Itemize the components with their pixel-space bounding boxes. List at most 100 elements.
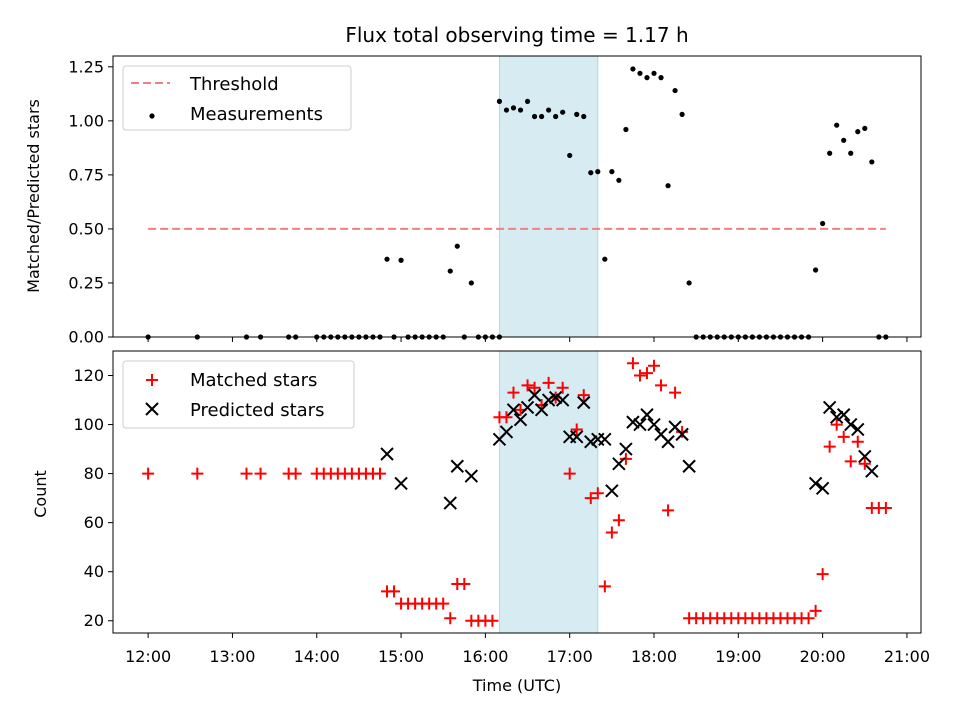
matched-stars-point <box>823 440 836 453</box>
predicted-stars-point <box>865 464 879 478</box>
matched-stars-point <box>388 585 401 598</box>
x-tick-label: 20:00 <box>800 647 846 666</box>
predicted-stars-point <box>675 427 689 442</box>
matched-stars-point <box>556 381 569 394</box>
matched-stars-point <box>633 369 646 382</box>
matched-stars-point <box>240 467 253 480</box>
measurement-point <box>658 75 664 81</box>
predicted-stars-point <box>633 417 647 432</box>
predicted-stars-point <box>619 442 633 456</box>
measurement-point <box>447 268 453 274</box>
predicted-stars-point <box>464 469 479 483</box>
top-legend-box <box>122 65 352 131</box>
top-y-tick-label: 1.00 <box>68 111 104 130</box>
predicted-stars-point <box>605 484 619 498</box>
matched-stars-point <box>570 423 583 436</box>
predicted-stars-point <box>499 425 514 439</box>
matched-stars-point <box>191 467 204 480</box>
measurement-point <box>560 109 566 115</box>
bottom-legend-box <box>122 360 355 429</box>
measurement-point <box>503 107 510 113</box>
predicted-stars-point <box>808 476 823 491</box>
matched-stars-point <box>373 467 386 480</box>
predicted-stars-point <box>577 395 591 410</box>
predicted-stars-point <box>829 410 844 424</box>
measurement-point <box>616 177 622 183</box>
measurement-point <box>581 113 587 120</box>
measurement-point <box>813 267 819 273</box>
legend-matched-label: Matched stars <box>190 370 317 391</box>
bottom-y-tick-label: 80 <box>84 464 104 483</box>
matched-stars-point <box>619 452 632 465</box>
matched-stars-point <box>444 612 457 625</box>
measurement-point <box>630 66 636 72</box>
legend-predicted-swatch <box>145 402 159 416</box>
measurement-point <box>517 107 524 113</box>
measurement-point <box>827 150 833 156</box>
predicted-stars-point <box>647 417 661 432</box>
matched-stars-point <box>802 612 815 625</box>
top-y-tick-label: 1.25 <box>68 57 104 76</box>
matched-stars-point <box>507 386 520 399</box>
bottom-y-tick-label: 40 <box>84 562 104 581</box>
matched-stars-point <box>612 514 625 527</box>
matched-stars-point <box>289 467 302 480</box>
predicted-stars-point <box>640 408 654 422</box>
predicted-stars-point <box>851 422 865 437</box>
measurement-point <box>496 98 503 104</box>
x-tick-label: 15:00 <box>378 647 424 666</box>
matched-stars-point <box>486 614 499 627</box>
matched-stars-point <box>676 425 689 438</box>
bottom-panel: 20 40 60 80 100 120 12:00 13:00 14:00 15:00 16:00… <box>31 350 930 695</box>
predicted-stars-point <box>598 432 612 446</box>
top-observing-band <box>498 55 599 338</box>
measurement-point <box>468 280 474 286</box>
bottom-y-tick-label: 120 <box>73 366 104 385</box>
measurement-point <box>538 113 545 120</box>
legend-measurements-label: Measurements <box>190 104 323 125</box>
measurement-point <box>524 98 531 104</box>
predicted-stars-point <box>450 459 464 473</box>
measurement-point <box>602 256 608 262</box>
predicted-stars-point <box>626 415 640 429</box>
matched-stars-point <box>844 455 857 468</box>
matched-stars-point <box>437 597 450 610</box>
predicted-stars-point <box>506 403 521 417</box>
top-y-tick-label: 0.50 <box>68 219 104 238</box>
matched-stars-point <box>626 357 639 370</box>
matched-stars-point <box>837 430 850 443</box>
matched-stars-point <box>563 467 576 480</box>
predicted-stars-point <box>520 400 535 415</box>
measurement-point <box>862 125 868 132</box>
legend-measurements-swatch <box>149 113 155 119</box>
predicted-stars-point <box>394 476 408 491</box>
x-tick-label: 16:00 <box>462 647 508 666</box>
matched-stars-point <box>577 389 590 402</box>
measurement-point <box>609 169 615 175</box>
measurement-point <box>834 122 840 128</box>
matched-stars-point <box>528 381 541 394</box>
matched-stars-point <box>655 379 668 392</box>
x-tick-label: 14:00 <box>294 647 340 666</box>
measurement-point <box>553 113 559 120</box>
matched-stars-point <box>142 467 155 480</box>
bottom-y-tick-label: 100 <box>73 415 104 434</box>
matched-stars-point <box>669 386 682 399</box>
measurement-point <box>686 280 692 286</box>
legend-threshold-label: Threshold <box>189 74 279 95</box>
measurement-point <box>384 256 390 262</box>
matched-stars-point <box>809 604 822 617</box>
matched-stars-point <box>591 487 604 500</box>
top-legend: Threshold Measurements <box>122 65 352 131</box>
measurement-point <box>574 111 580 117</box>
measurement-point <box>510 105 517 111</box>
matched-stars-point <box>648 359 661 372</box>
predicted-stars-point <box>541 393 556 407</box>
measurement-point <box>531 113 538 120</box>
predicted-stars-point <box>534 403 549 417</box>
x-tick-label: 18:00 <box>631 647 677 666</box>
predicted-stars-point <box>612 457 626 471</box>
predicted-stars-point <box>661 435 675 449</box>
figure-title: Flux total observing time = 1.17 h <box>345 23 688 47</box>
